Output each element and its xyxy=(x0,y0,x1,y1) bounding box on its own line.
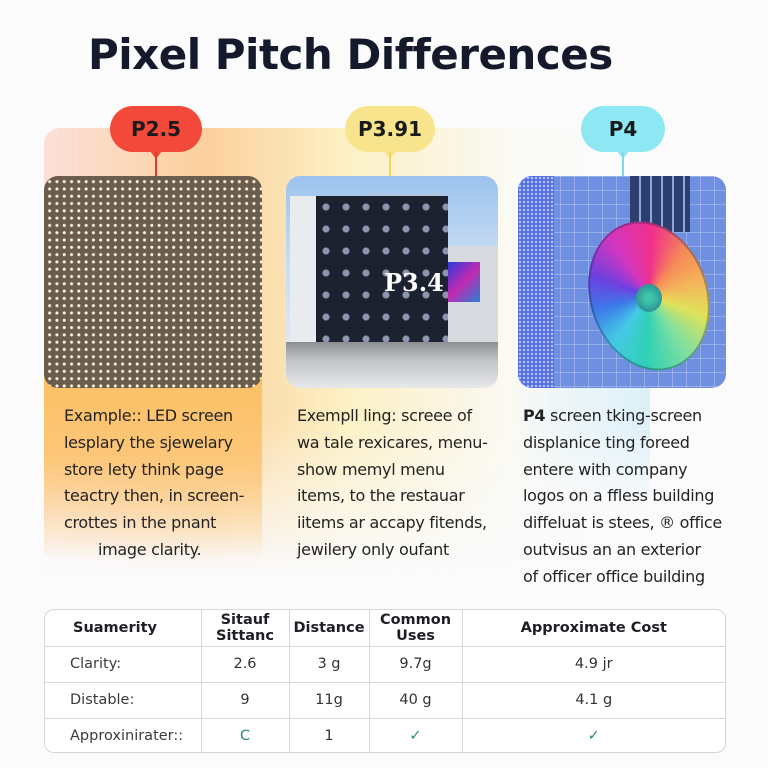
column-header: Common Uses xyxy=(369,610,463,647)
table-row: Approxinirater:: C 1 ✓ ✓ xyxy=(45,718,725,752)
table-cell: 4.1 g xyxy=(462,682,725,719)
table-header-row: Suamerity Sitauf Sittanc Distance Common… xyxy=(45,610,725,647)
description-line: teactry then, in screen- xyxy=(64,486,245,506)
billboard-text: P3.4 xyxy=(384,268,444,297)
description-line: diffeluat is stees, ® office xyxy=(523,513,722,533)
gradient-band-left xyxy=(44,360,262,560)
table-cell: 1 xyxy=(289,718,370,752)
table-cell: 2.6 xyxy=(201,646,290,683)
description-line: Example:: LED screen xyxy=(64,406,233,425)
row-label: Approxinirater:: xyxy=(45,718,202,752)
description-line: image clarity. xyxy=(98,539,202,559)
led-billboard xyxy=(316,196,448,342)
led-strip xyxy=(518,176,554,388)
table-cell: 11g xyxy=(289,682,370,719)
pitch-badge-p391: P3.91 xyxy=(345,106,435,152)
description-line: wa tale rexicares, menu- xyxy=(297,432,488,452)
description-line: iitems ar accapy fitends, xyxy=(297,513,487,533)
description-p4: P4 screen tking-screen displanice ting f… xyxy=(523,403,763,591)
table-cell: 9 xyxy=(201,682,290,719)
description-line: entere with company xyxy=(523,459,688,479)
secondary-ad-screen xyxy=(448,262,480,302)
description-line: of officer office building xyxy=(523,566,705,586)
column-header: Distance xyxy=(289,610,370,647)
page-title: Pixel Pitch Differences xyxy=(88,30,613,79)
table-cell: 4.9 jr xyxy=(462,646,725,683)
building-led-screen-image: P3.4 xyxy=(286,176,498,388)
description-text: screen tking-screen xyxy=(545,406,702,425)
table-cell: 9.7g xyxy=(369,646,463,683)
spiral-center xyxy=(636,284,662,312)
description-line: crottes in the pnant xyxy=(64,513,217,533)
row-label: Clarity: xyxy=(45,646,202,683)
table-cell: 3 g xyxy=(289,646,370,683)
led-module-closeup-image xyxy=(44,176,262,388)
check-icon: ✓ xyxy=(587,728,600,745)
pitch-badge-p4: P4 xyxy=(581,106,665,152)
description-line: P4 screen tking-screen xyxy=(523,403,763,430)
table-row: Clarity: 2.6 3 g 9.7g 4.9 jr xyxy=(45,646,725,683)
pointer-line-p4 xyxy=(622,152,624,180)
column-header: Approximate Cost xyxy=(462,610,725,647)
description-line: Exempll ling: screee of xyxy=(297,406,472,425)
check-icon: ✓ xyxy=(369,718,463,752)
table-cell: 40 g xyxy=(369,682,463,719)
description-p25: Example:: LED screen lesplary the sjewel… xyxy=(64,403,264,564)
description-line: lesplary the sjewelary xyxy=(64,432,233,452)
description-line: displanice ting foreed xyxy=(523,432,690,452)
table-row: Distable: 9 11g 40 g 4.1 g xyxy=(45,682,725,719)
description-line: outvisus an an exterior xyxy=(523,539,701,559)
building-left xyxy=(290,196,318,366)
spiral-display-image xyxy=(518,176,726,388)
description-bold-label: P4 xyxy=(523,406,546,425)
column-header: Sitauf Sittanc xyxy=(201,610,290,647)
description-line: jewilery only oufant xyxy=(297,539,449,559)
row-label: Distable: xyxy=(45,682,202,719)
comparison-table: Suamerity Sitauf Sittanc Distance Common… xyxy=(44,609,726,753)
description-line: store lety think page xyxy=(64,459,224,479)
table-cell: C xyxy=(201,718,290,752)
description-p391: Exempll ling: screee of wa tale rexicare… xyxy=(297,403,507,564)
description-line: items, to the restauar xyxy=(297,486,465,506)
pointer-line-p25 xyxy=(155,152,157,196)
description-line: logos on a ffless building xyxy=(523,486,715,506)
description-line: show memyl menu xyxy=(297,459,445,479)
column-header: Suamerity xyxy=(45,610,202,647)
pitch-badge-p25: P2.5 xyxy=(110,106,202,152)
street xyxy=(286,342,498,388)
pointer-line-p391 xyxy=(389,152,391,192)
